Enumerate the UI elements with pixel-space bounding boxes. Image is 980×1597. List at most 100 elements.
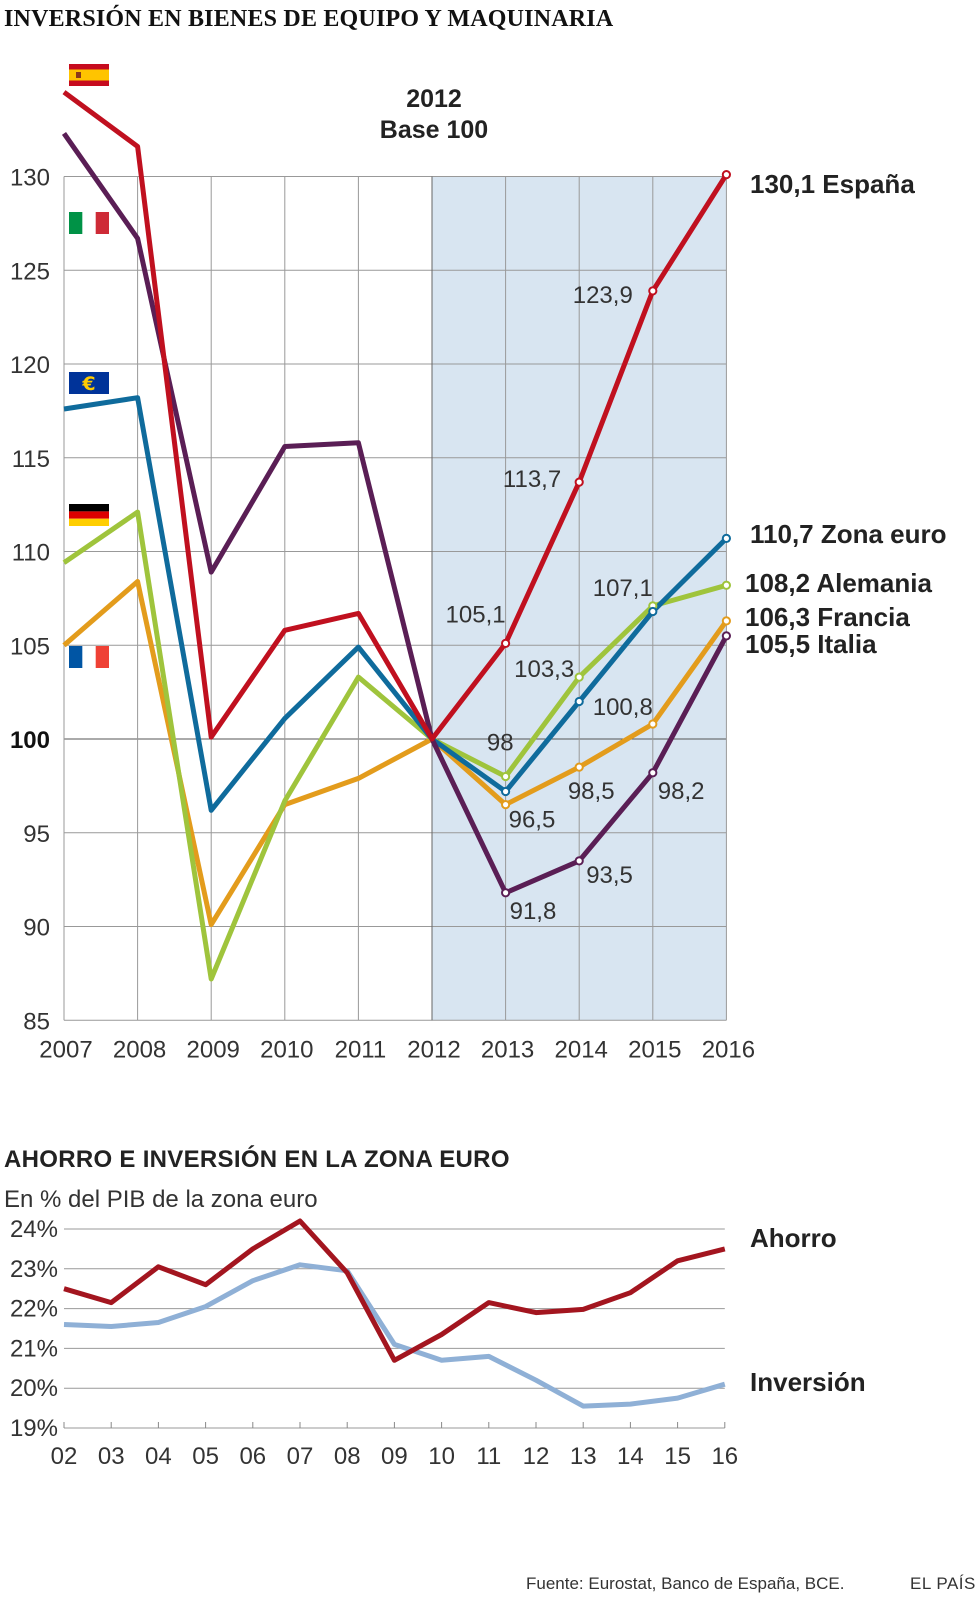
x-tick-label: 2010: [260, 1036, 313, 1063]
x-tick-label: 13: [570, 1443, 597, 1470]
y-tick-label: 110: [12, 540, 50, 567]
point-labels: 123,9 113,7 105,1 107,1 103,3 100,8 98 98,5 98,2…: [446, 282, 705, 925]
point-label: 113,7: [503, 466, 561, 493]
x-tick-label: 2007: [39, 1036, 92, 1063]
y-tick-label: 21%: [10, 1335, 58, 1362]
data-point: [648, 719, 658, 729]
x-tick-label: 2013: [481, 1036, 534, 1063]
x-tick-label: 04: [145, 1443, 172, 1470]
end-label-zona-euro: 110,7 Zona euro: [750, 519, 947, 549]
y-axis-ticks: 24% 23% 22% 21% 20% 19%: [10, 1216, 58, 1442]
x-tick-label: 08: [334, 1443, 361, 1470]
x-tick-label: 16: [711, 1443, 738, 1470]
data-point: [721, 170, 732, 180]
data-point: [574, 672, 584, 682]
x-tick-label: 05: [192, 1443, 219, 1470]
data-point: [574, 696, 584, 707]
x-tick-label: 11: [476, 1443, 501, 1470]
gridlines: [63, 176, 727, 1021]
x-tick-label: 07: [287, 1443, 314, 1470]
end-labels: 130,1 España 105,5 Italia 110,7 Zona euro 1…: [745, 169, 947, 659]
y-tick-label: 22%: [10, 1296, 58, 1323]
series-lines: [63, 1218, 726, 1409]
spain-flag: [69, 64, 109, 86]
series-line-italia: [61, 131, 729, 896]
end-label-francia: 106,3 Francia: [745, 602, 910, 632]
y-tick-label: 19%: [10, 1415, 58, 1442]
data-point: [574, 856, 584, 866]
gridlines: [63, 1228, 726, 1429]
end-label-italia: 105,5 Italia: [745, 629, 877, 659]
point-label: 103,3: [514, 656, 574, 683]
svg-text:€: €: [81, 373, 95, 395]
base-year-annotation: 2012: [406, 85, 462, 113]
investment-line-chart: 130 125 120 115 110 105 100 95 90 85 2007 2008 2009…: [10, 64, 947, 1063]
x-tick-label: 10: [428, 1443, 455, 1470]
point-label: 98,5: [568, 778, 615, 805]
eu-flag: €: [69, 372, 109, 395]
data-points: [501, 170, 732, 898]
x-axis-ticks: 2007 2008 2009 2010 2011 2012 2013 2014 2015 2016: [39, 1036, 755, 1063]
data-point: [501, 638, 511, 648]
point-label: 107,1: [593, 575, 653, 602]
end-label-españa: 130,1 España: [750, 169, 915, 199]
y-tick-label: 115: [12, 446, 50, 473]
y-tick-label: 100: [10, 727, 50, 754]
x-axis-ticks: 02 03 04 05 06 07 08 09 10 11 12 13 14 15 16: [51, 1443, 739, 1470]
data-point: [574, 762, 584, 772]
y-tick-label: 24%: [10, 1216, 58, 1243]
germany-flag: [69, 504, 109, 526]
series-lines: [61, 90, 729, 982]
end-labels: Ahorro Inversión: [750, 1223, 866, 1397]
x-tick-label: 14: [617, 1443, 644, 1470]
data-point: [721, 616, 732, 626]
point-label: 93,5: [586, 862, 633, 889]
data-point: [501, 786, 511, 797]
x-tick-label: 2016: [702, 1036, 755, 1063]
italy-flag: [69, 212, 109, 234]
data-point: [721, 580, 732, 590]
data-point: [574, 477, 584, 487]
data-point: [501, 888, 511, 898]
point-label: 98: [487, 730, 514, 757]
data-point: [501, 771, 511, 782]
data-point: [721, 631, 732, 641]
series-line-alemania: [62, 509, 728, 982]
chart2-subtitle: En % del PIB de la zona euro: [4, 1186, 318, 1213]
point-label: 91,8: [510, 898, 557, 925]
source-note: Fuente: Eurostat, Banco de España, BCE.: [526, 1574, 845, 1593]
y-tick-label: 23%: [10, 1256, 58, 1283]
y-tick-label: 95: [23, 821, 50, 848]
data-point: [501, 800, 511, 810]
x-tick-label: 2012: [407, 1036, 460, 1063]
x-tick-label: 2015: [628, 1036, 681, 1063]
x-tick-label: 03: [98, 1443, 125, 1470]
series-line-inversion: [63, 1262, 726, 1409]
brand-credit: EL PAÍS: [910, 1574, 976, 1593]
x-tick-label: 2014: [555, 1036, 608, 1063]
y-tick-label: 125: [10, 258, 50, 285]
x-tick-label: 02: [51, 1443, 78, 1470]
point-label: 96,5: [509, 807, 556, 834]
chart2-title: AHORRO E INVERSIÓN EN LA ZONA EURO: [4, 1146, 510, 1173]
y-axis-ticks: 130 125 120 115 110 105 100 95 90 85: [10, 165, 50, 1036]
data-point: [648, 768, 658, 778]
point-label: 98,2: [658, 778, 705, 805]
france-flag: [69, 646, 109, 668]
end-label-inversion: Inversión: [750, 1367, 866, 1397]
series-line-zona-euro: [63, 395, 729, 813]
end-label-alemania: 108,2 Alemania: [745, 568, 932, 598]
series-line-ahorro: [63, 1218, 726, 1363]
x-tick-label: 2008: [113, 1036, 166, 1063]
point-label: 100,8: [593, 694, 653, 721]
y-tick-label: 90: [23, 915, 50, 942]
chart-title: INVERSIÓN EN BIENES DE EQUIPO Y MAQUINAR…: [4, 6, 614, 32]
y-tick-label: 130: [10, 165, 50, 192]
point-label: 105,1: [446, 601, 506, 628]
data-point: [648, 606, 658, 617]
x-tick-label: 2009: [187, 1036, 240, 1063]
y-tick-label: 85: [23, 1008, 50, 1035]
x-tick-label: 09: [381, 1443, 408, 1470]
data-point: [648, 286, 658, 296]
base-100-annotation: Base 100: [380, 116, 488, 144]
